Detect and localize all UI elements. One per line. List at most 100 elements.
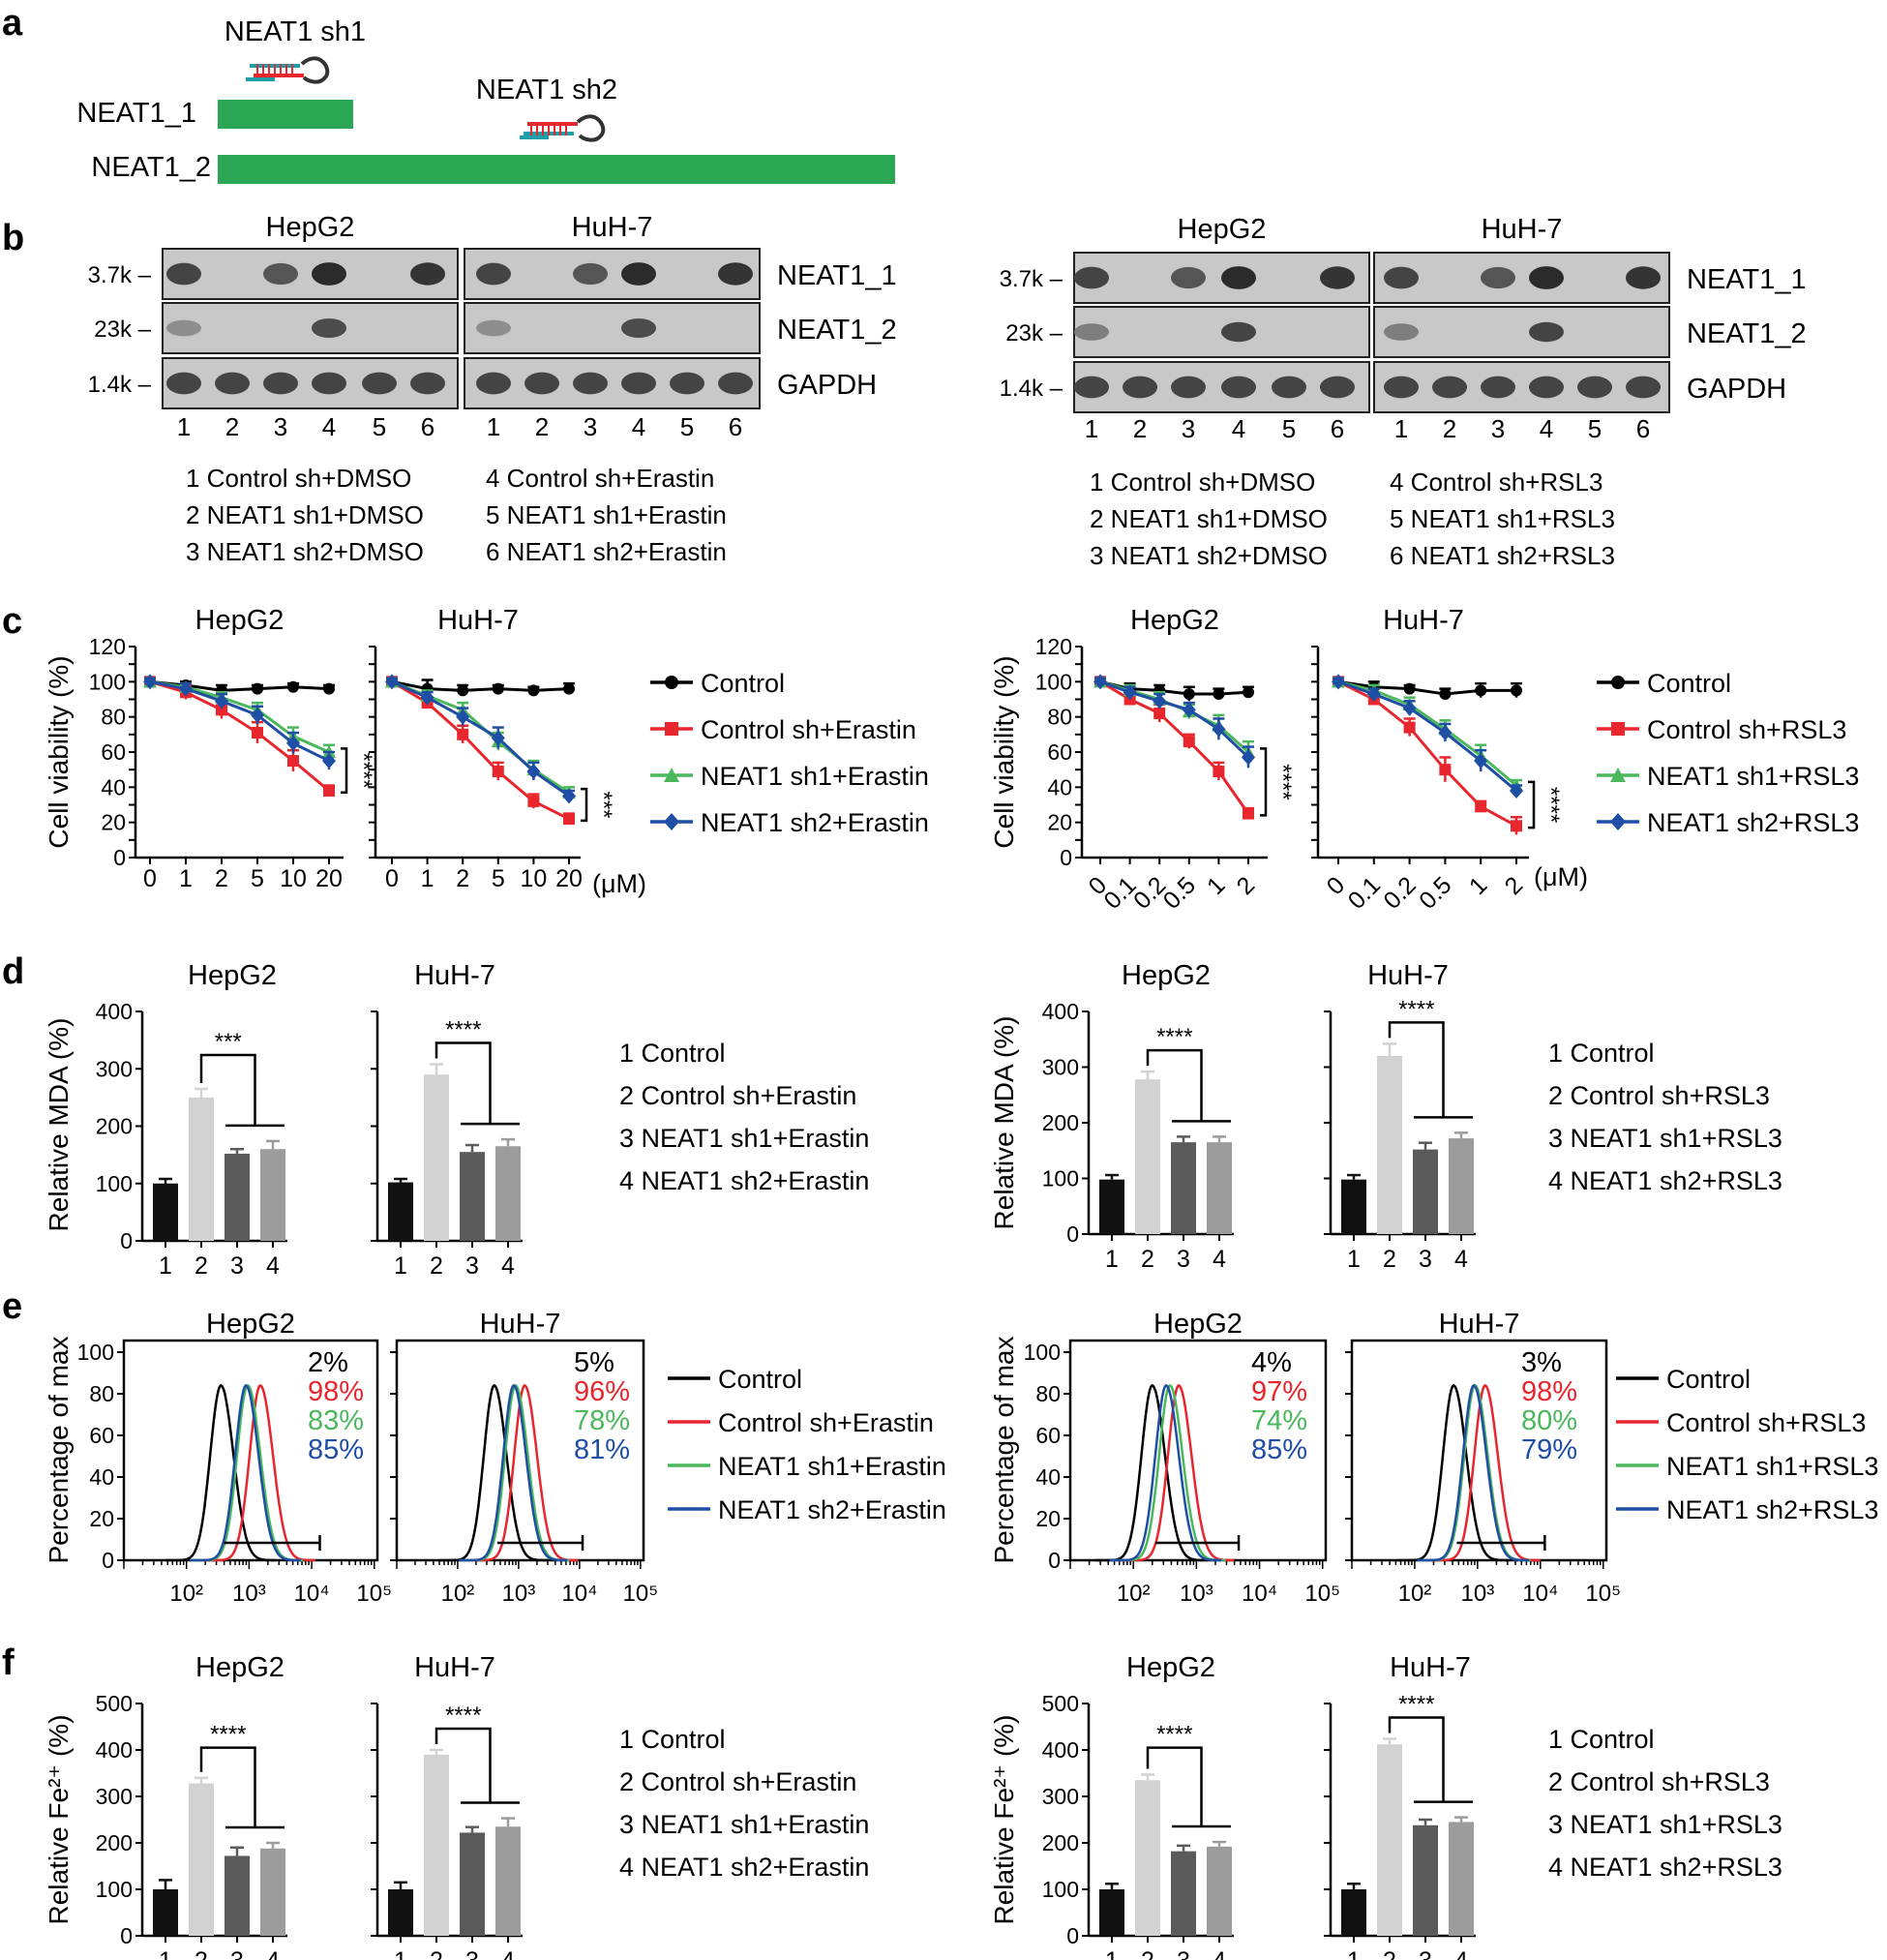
x-tick-label: 2 [1141, 1246, 1154, 1273]
data-point [563, 813, 575, 826]
y-tick-label: 60 [1047, 739, 1072, 765]
y-tick-label: 100 [1042, 1877, 1079, 1902]
blot-band [1384, 376, 1419, 399]
x-tick-label: 3 [1177, 1246, 1190, 1273]
panel-letter-e: e [2, 1286, 22, 1327]
x-tick-label: 10 [520, 865, 547, 892]
blot-band [362, 372, 397, 395]
x-tick-label: 0 [385, 865, 399, 892]
bar [460, 1832, 485, 1936]
blot-size-marker: 3.7k – [88, 262, 152, 288]
line-chart-c2: HuH-7 0 1 2 5 10 20 *** [369, 605, 616, 892]
series-line [391, 679, 570, 692]
lane-number: 6 [1636, 414, 1650, 443]
bar [1171, 1851, 1196, 1936]
data-point [286, 735, 300, 751]
data-point [1153, 693, 1167, 709]
legend-label: NEAT1 sh2+RSL3 [1647, 808, 1859, 837]
bar-chart-d4: HuH-7 1 2 3 4 **** [1324, 960, 1476, 1273]
x-tick-label: 0 [143, 865, 157, 892]
legend-label: NEAT1 sh1+Erastin [718, 1452, 946, 1481]
significance-bracket [581, 787, 588, 823]
significance-bracket [199, 1053, 256, 1126]
bar [260, 1848, 285, 1936]
legend-label: Control [1647, 669, 1731, 698]
y-tick-label: 100 [1042, 1166, 1079, 1191]
data-point [323, 784, 335, 797]
legend-label: Control [1666, 1365, 1751, 1394]
data-point [1511, 820, 1522, 832]
unit-label: (μM) [592, 869, 646, 898]
bar [1171, 1142, 1196, 1234]
data-point [179, 680, 193, 697]
blot-strip [162, 248, 459, 300]
data-point [1242, 749, 1255, 766]
x-tick-label: 10⁵ [356, 1581, 392, 1607]
histogram-e4: HuH-7 10² 10³ 10⁴ 10⁵ 3%98%80%79% [1345, 1309, 1621, 1607]
y-tick-label: 200 [96, 1114, 133, 1139]
data-point [1439, 688, 1452, 701]
x-tick-label: 2 [456, 865, 469, 892]
x-tick-label: 4 [1454, 1246, 1468, 1273]
lane-number: 6 [421, 412, 434, 441]
significance-bracket [1388, 1021, 1445, 1118]
panel-letter-b: b [2, 218, 24, 258]
blot-cell-label: HepG2 [1178, 214, 1267, 245]
x-tick-label: 2 [430, 1947, 443, 1960]
panel-letter-f: f [2, 1643, 15, 1683]
blot-size-marker: 3.7k – [1000, 266, 1063, 292]
blot-band [1171, 266, 1206, 289]
x-tick-label: 10⁵ [623, 1581, 659, 1607]
blot-band [1577, 376, 1612, 399]
blot-strip [1373, 361, 1670, 413]
panel-a-schematic: NEAT1 sh1 NEAT1_1 NEAT1 sh2 [76, 16, 895, 184]
significance-stars: **** [1156, 1024, 1192, 1050]
legend-label: Control sh+Erastin [718, 1408, 934, 1437]
data-point [252, 727, 263, 739]
lane-number: 3 [584, 412, 597, 441]
x-tick-label: 1 [179, 865, 193, 892]
x-tick-label: 4 [266, 1252, 280, 1280]
legend-marker [665, 676, 678, 689]
bar [1207, 1846, 1232, 1936]
data-point [1332, 674, 1345, 690]
blot-band [215, 372, 250, 395]
data-point [1475, 684, 1487, 697]
gate-percent: 5% [574, 1347, 614, 1378]
significance-bracket [1146, 1746, 1203, 1827]
x-tick-label: 2 [195, 1252, 208, 1280]
y-tick-label: 400 [1042, 1737, 1079, 1763]
data-point [457, 728, 469, 740]
data-point [1474, 753, 1488, 769]
blot-group-erastin: HepG2 HuH-7 3.7k – NEAT1_1 23k – NEAT1_2 1.4k … [88, 212, 897, 566]
data-point [216, 704, 227, 716]
legend-label: NEAT1 sh1+RSL3 [1666, 1452, 1878, 1481]
bar [1341, 1179, 1366, 1234]
legend-label: Control sh+RSL3 [1666, 1408, 1866, 1437]
chart-title: HepG2 [195, 1652, 285, 1683]
x-tick-label: 4 [501, 1947, 515, 1960]
blot-band [1626, 376, 1661, 399]
x-tick-label: 0.5 [1414, 871, 1456, 914]
histogram-curve [203, 1383, 315, 1562]
blot-band [1221, 376, 1256, 399]
blot-band [312, 318, 346, 338]
y-tick-label: 300 [1042, 1784, 1079, 1809]
legend-marker [1610, 813, 1626, 830]
bar [260, 1149, 285, 1241]
chart-title: HepG2 [1126, 1652, 1215, 1683]
bar [424, 1754, 449, 1936]
bar [153, 1183, 178, 1241]
y-tick-label: 20 [101, 810, 126, 835]
data-point [1183, 736, 1195, 748]
lane-number: 5 [373, 412, 386, 441]
blot-row-label: NEAT1_1 [777, 260, 897, 291]
blot-strip [162, 302, 459, 354]
y-axis-label: Relative Fe²⁺ (%) [989, 1714, 1019, 1924]
neat1-2-transcript-bar [218, 155, 895, 184]
sh1-label: NEAT1 sh1 [225, 16, 366, 47]
data-point [491, 730, 505, 746]
data-point [457, 684, 469, 697]
blot-band [1529, 321, 1564, 343]
